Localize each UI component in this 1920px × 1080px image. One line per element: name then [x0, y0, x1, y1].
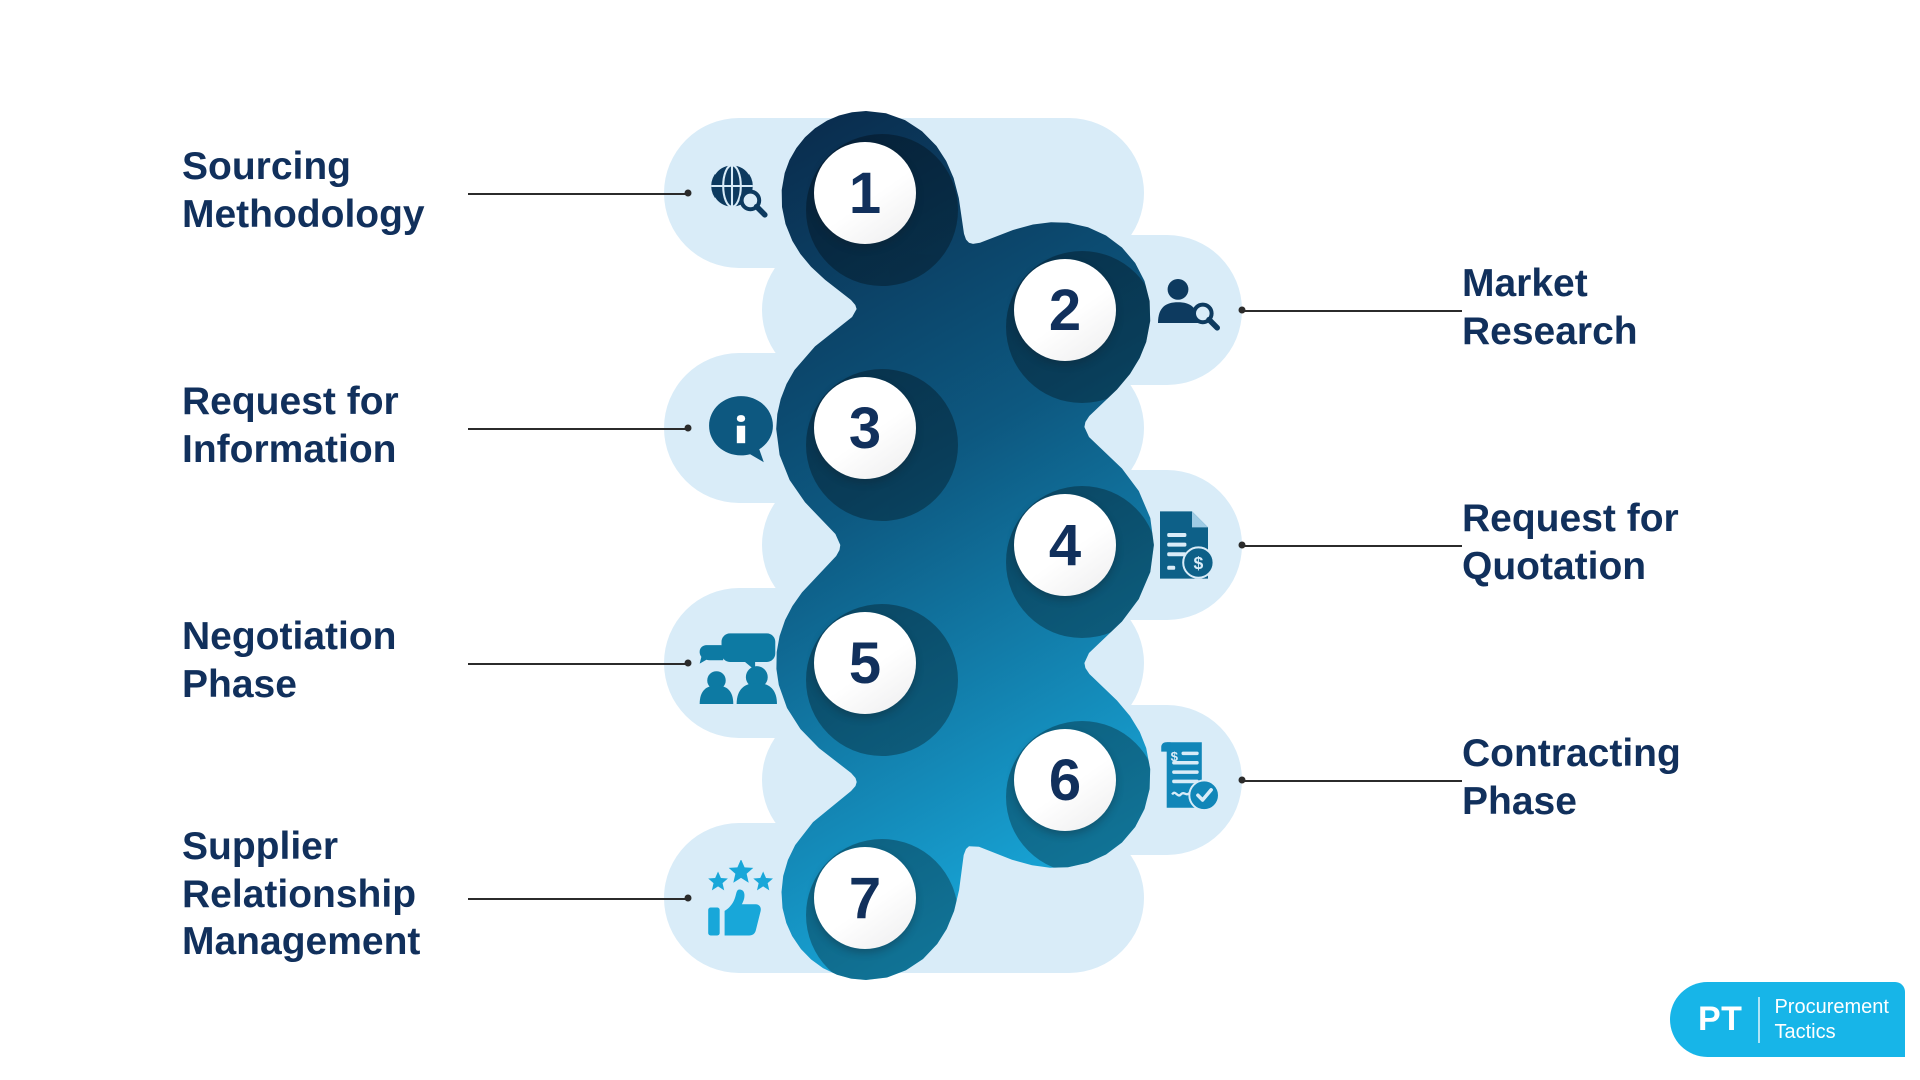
svg-text:$: $ — [1194, 553, 1204, 573]
